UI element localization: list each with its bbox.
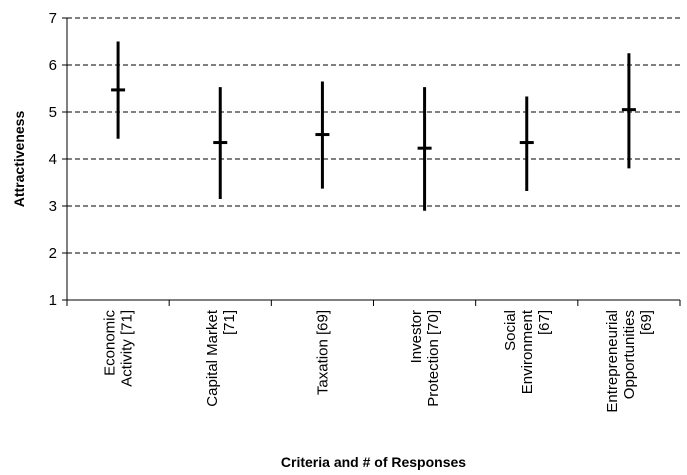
y-tick-label: 7 [49, 10, 57, 27]
y-tick-label: 3 [49, 198, 57, 215]
y-tick-label: 1 [49, 292, 57, 309]
category-labels: Economic Activity [71] Capital Market [71] T… [102, 309, 655, 412]
y-ticks: 1 2 3 4 5 6 7 [49, 10, 67, 309]
error-bars [111, 41, 636, 211]
y-tick-label: 5 [49, 104, 57, 121]
x-category-label: Social [502, 310, 519, 351]
y-tick-label: 4 [49, 151, 57, 168]
y-axis-title: Attractiveness [11, 111, 27, 208]
x-category-label: Capital Market [204, 309, 221, 407]
x-category-label: Entrepreneurial [604, 310, 621, 413]
x-category-label: [67] [536, 310, 553, 335]
x-category-label: Opportunities [621, 310, 638, 399]
x-category-label: [71] [221, 310, 238, 335]
x-category-label: Protection [70] [425, 310, 442, 407]
x-category-label: Environment [519, 309, 536, 394]
x-category-label: Activity [71] [119, 310, 136, 387]
x-category-label: Economic [102, 310, 119, 376]
x-category-label: Taxation [69] [314, 310, 331, 395]
x-ticks [66, 300, 681, 306]
x-axis-title: Criteria and # of Responses [281, 454, 466, 470]
y-tick-label: 2 [49, 245, 57, 262]
x-category-label: Investor [408, 310, 425, 363]
y-tick-label: 6 [49, 57, 57, 74]
grid-lines [67, 17, 680, 254]
x-category-label: [69] [638, 310, 655, 335]
